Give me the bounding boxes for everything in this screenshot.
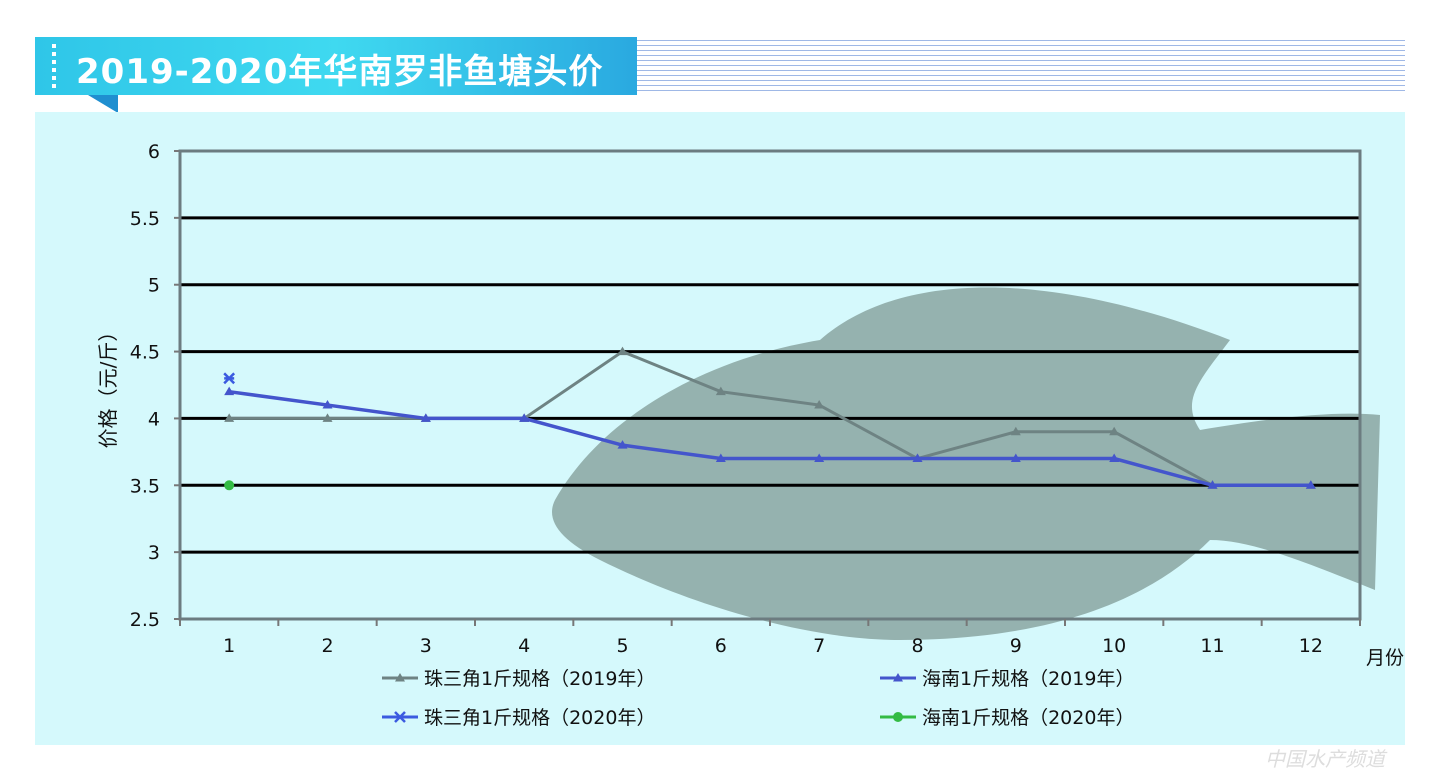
fish-image: [552, 287, 1380, 640]
data-point-triangle: [814, 453, 825, 463]
data-point-triangle: [519, 413, 530, 422]
x-tick-label: 5: [616, 635, 628, 657]
data-point-triangle: [617, 346, 628, 356]
data-point-circle: [224, 480, 235, 491]
legend-label: 海南1斤规格（2019年）: [922, 668, 1134, 690]
legend-label: 珠三角1斤规格（2019年）: [424, 668, 655, 690]
data-point-triangle: [1109, 426, 1120, 436]
legend-label: 珠三角1斤规格（2020年）: [424, 707, 655, 729]
data-point-triangle: [322, 400, 333, 409]
legend-label: 海南1斤规格（2020年）: [922, 707, 1134, 729]
data-point-triangle: [1305, 480, 1316, 489]
data-point-triangle: [1109, 453, 1120, 463]
x-tick-label: 4: [518, 635, 530, 657]
y-axis-label: 价格（元/斤）: [96, 322, 120, 449]
watermark-logo: 中国水产频道: [1265, 747, 1385, 771]
banner-tail: [88, 95, 118, 113]
data-point-triangle: [1010, 453, 1021, 463]
data-point-x: [223, 372, 236, 385]
chart-title: 2019-2020年华南罗非鱼塘头价: [76, 52, 604, 92]
y-tick-label: 4: [148, 408, 160, 430]
series-line: [228, 389, 1311, 488]
data-point-triangle: [1010, 426, 1021, 436]
x-tick-label: 10: [1102, 635, 1126, 657]
data-point-triangle: [420, 413, 431, 422]
x-tick-label: 12: [1299, 635, 1323, 657]
data-point-triangle: [715, 453, 726, 463]
y-tick-label: 2.5: [130, 609, 160, 631]
x-tick-label: 8: [911, 635, 923, 657]
x-tick-label: 9: [1010, 635, 1022, 657]
data-point-triangle: [395, 673, 405, 682]
decorative-stripes: [637, 40, 1405, 92]
data-point-triangle: [224, 413, 235, 422]
data-point-triangle: [893, 673, 903, 682]
y-tick-label: 4.5: [130, 342, 160, 364]
y-tick-label: 5: [148, 275, 160, 297]
x-tick-label: 11: [1200, 635, 1224, 657]
data-point-triangle: [1207, 480, 1218, 489]
data-point-triangle: [617, 440, 628, 449]
x-tick-label: 2: [321, 635, 333, 657]
data-point-triangle: [912, 453, 923, 463]
y-tick-label: 5.5: [130, 208, 160, 230]
x-tick-label: 7: [813, 635, 825, 657]
y-tick-label: 3: [148, 542, 160, 564]
series-line: [229, 349, 1311, 487]
data-point-triangle: [224, 386, 235, 396]
data-point-triangle: [715, 386, 726, 396]
y-tick-label: 3.5: [130, 475, 160, 497]
x-axis-label: 月份: [1366, 647, 1404, 669]
x-tick-label: 3: [420, 635, 432, 657]
data-point-triangle: [814, 400, 825, 409]
x-tick-label: 6: [715, 635, 727, 657]
x-tick-label: 1: [223, 635, 235, 657]
banner-dash: [52, 44, 56, 88]
data-point-triangle: [322, 413, 333, 422]
data-point-circle: [893, 712, 903, 722]
data-point-x: [394, 711, 406, 723]
title-banner: [35, 37, 637, 95]
y-tick-label: 6: [148, 141, 160, 163]
